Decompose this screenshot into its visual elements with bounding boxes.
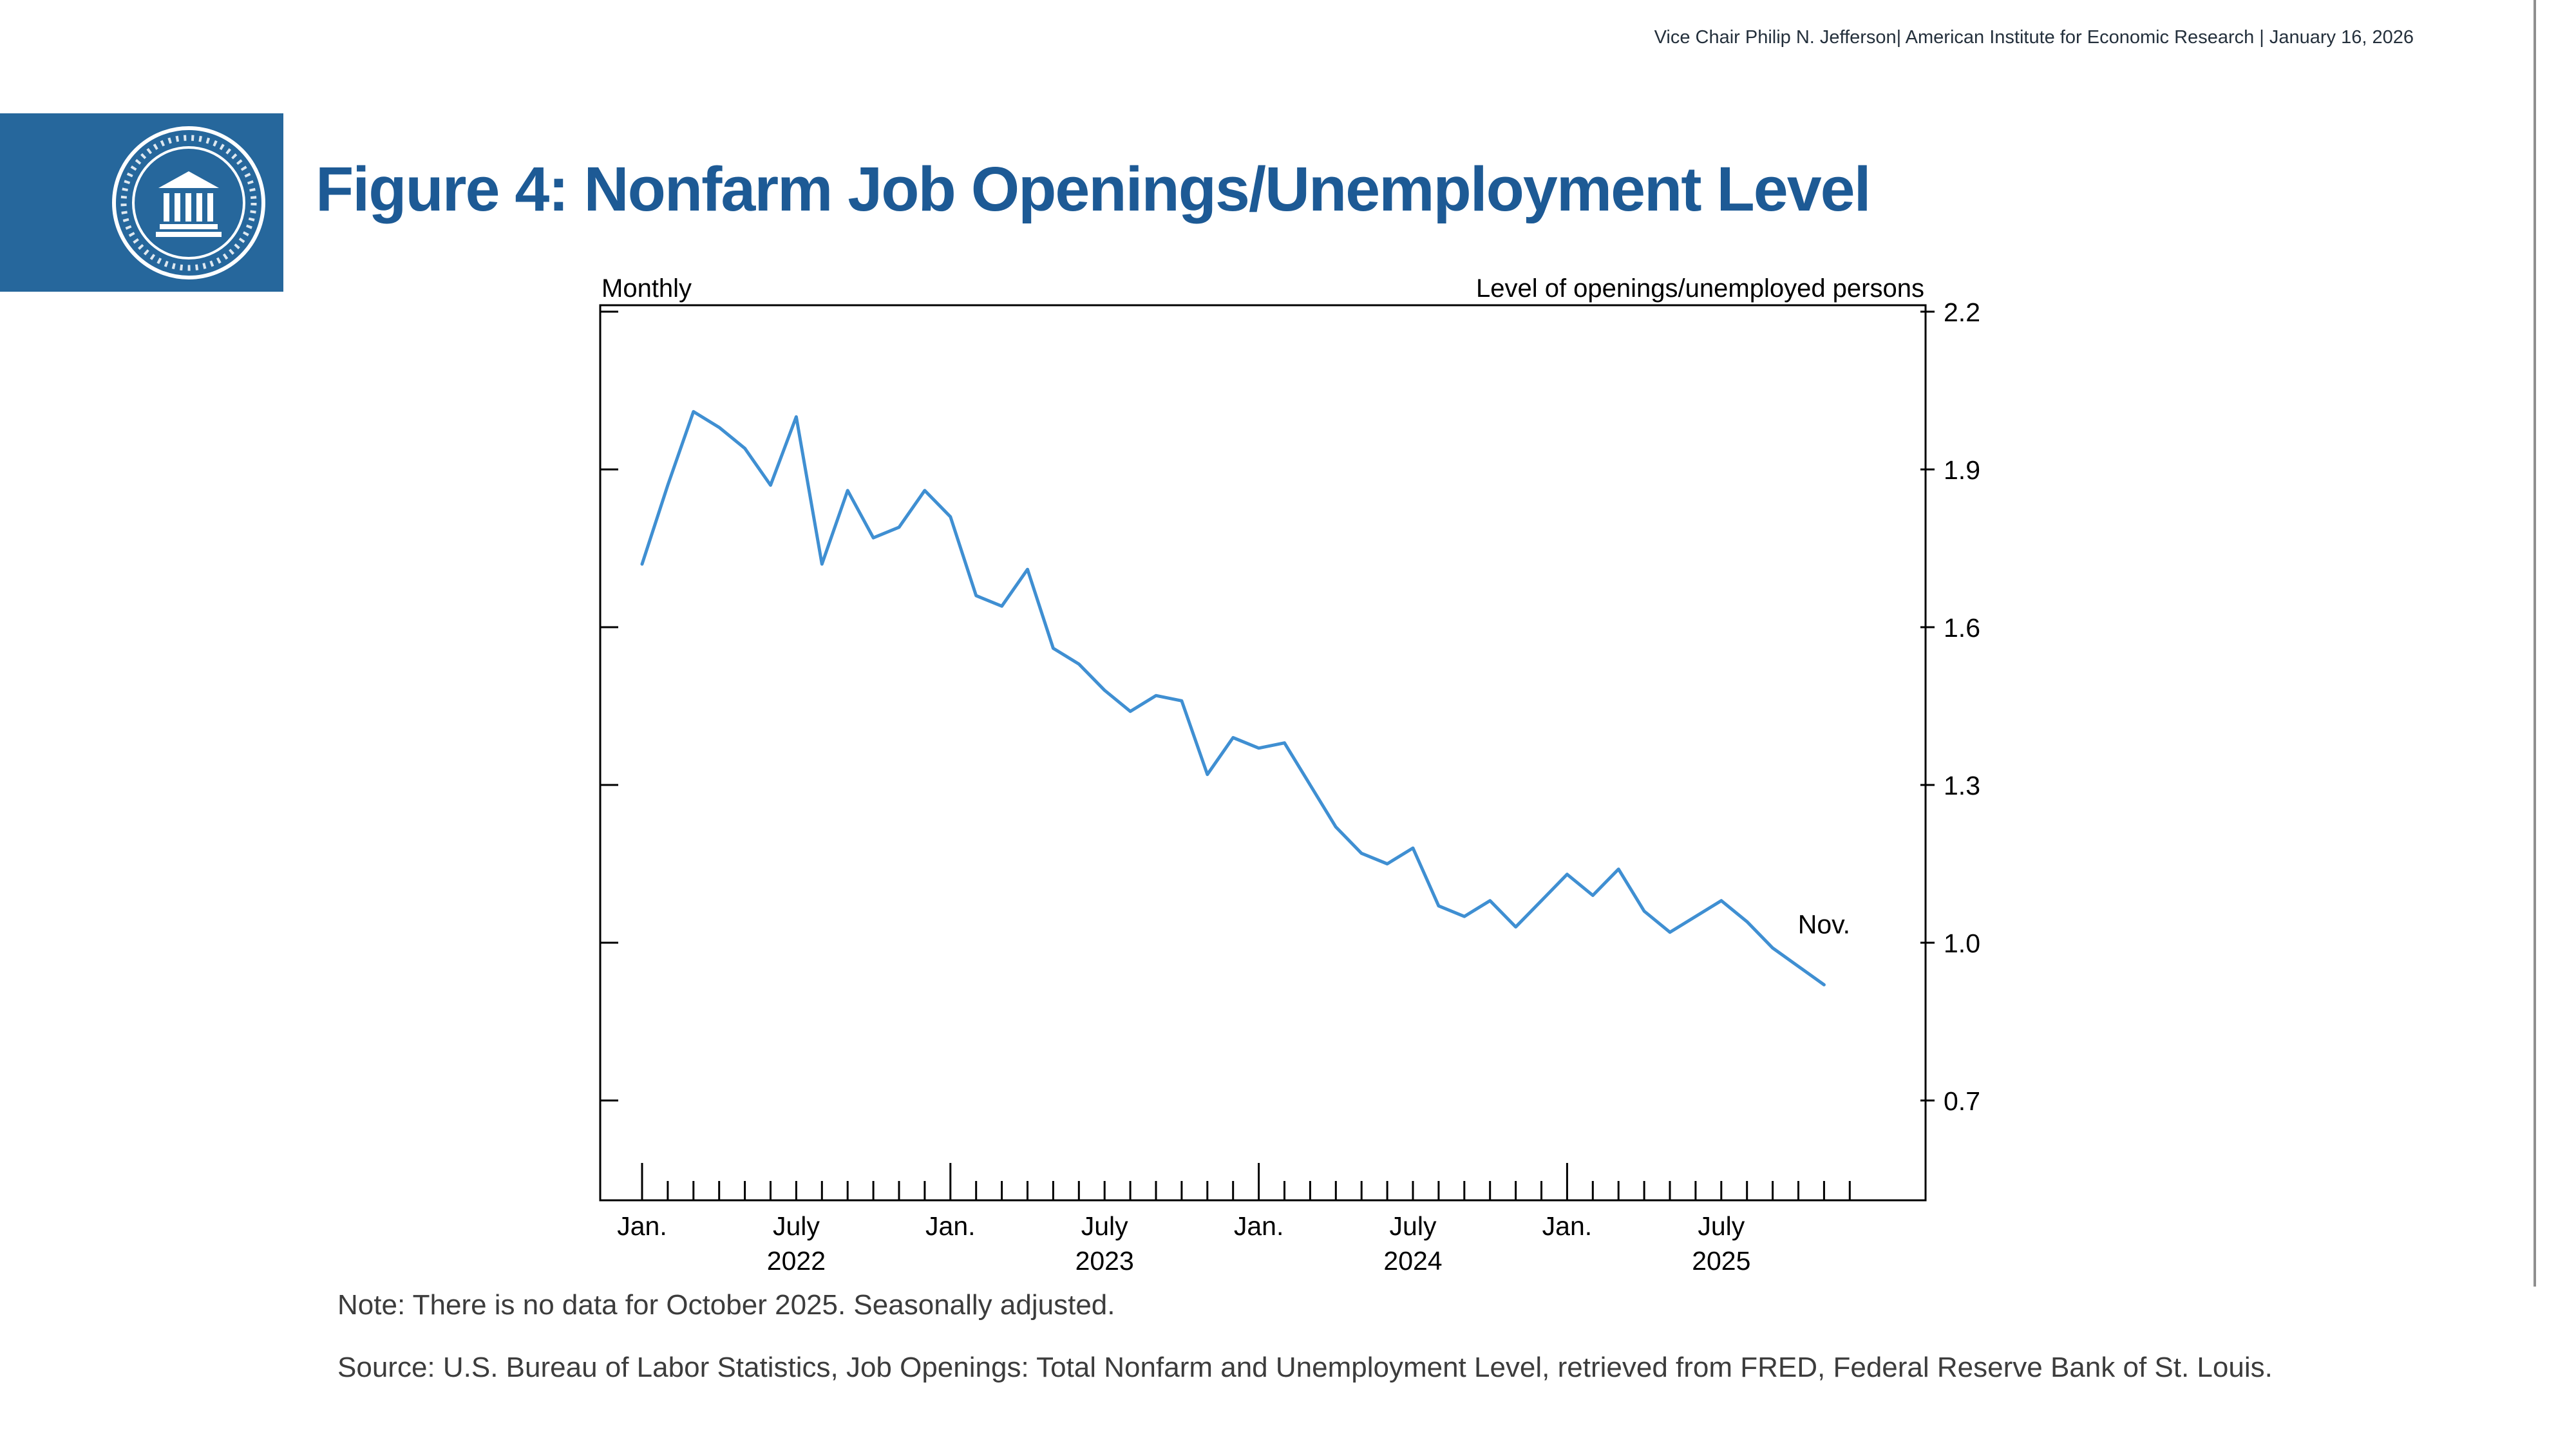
chart-unit-label: Level of openings/unemployed persons <box>1475 274 1924 303</box>
header-credit: Vice Chair Philip N. Jefferson| American… <box>1654 27 2414 48</box>
x-axis-tick-label: Jan. <box>1234 1211 1284 1241</box>
x-axis-year-label: 2025 <box>1692 1246 1750 1276</box>
x-axis-tick-label: Jan. <box>925 1211 976 1241</box>
x-axis-tick-label: July <box>773 1211 820 1241</box>
x-axis-year-label: 2022 <box>767 1246 826 1276</box>
x-axis-year-label: 2023 <box>1075 1246 1134 1276</box>
x-axis-tick-label: July <box>1081 1211 1128 1241</box>
y-axis-tick-label: 0.7 <box>1944 1086 1980 1116</box>
y-axis-tick-label: 1.9 <box>1944 455 1980 485</box>
x-axis-tick-label: July <box>1390 1211 1437 1241</box>
figure-title: Figure 4: Nonfarm Job Openings/Unemploym… <box>316 154 1871 224</box>
right-edge-divider <box>2533 0 2536 1287</box>
chart-frequency-label: Monthly <box>601 274 692 303</box>
y-axis-tick-label: 1.0 <box>1944 929 1980 958</box>
chart-note: Note: There is no data for October 2025.… <box>337 1289 1115 1321</box>
plot-border <box>599 304 1927 1202</box>
y-axis-tick-label: 1.6 <box>1944 613 1980 643</box>
x-axis-tick-label: Jan. <box>617 1211 667 1241</box>
federal-reserve-seal-icon <box>112 126 265 279</box>
y-axis-tick-label: 2.2 <box>1944 297 1980 327</box>
x-axis-tick-label: July <box>1698 1211 1745 1241</box>
federal-reserve-logo <box>0 113 283 292</box>
x-axis-year-label: 2024 <box>1383 1246 1442 1276</box>
annotation-nov: Nov. <box>1798 909 1850 939</box>
x-axis-tick-label: Jan. <box>1542 1211 1593 1241</box>
chart-source: Source: U.S. Bureau of Labor Statistics,… <box>337 1352 2273 1383</box>
y-axis-tick-label: 1.3 <box>1944 771 1980 800</box>
data-line <box>640 410 1826 987</box>
